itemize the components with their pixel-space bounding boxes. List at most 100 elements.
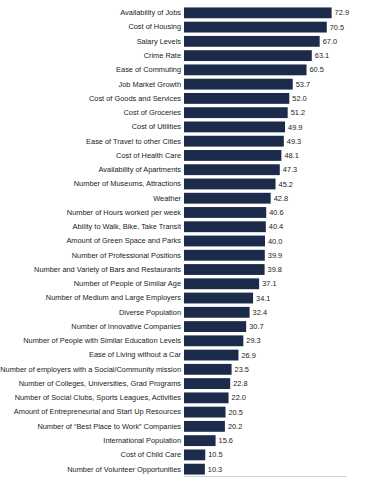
bar: [184, 50, 312, 61]
y-tick: Number of Social Clubs, Sports Leagues, …: [15, 393, 182, 402]
category-label: Number of employers with a Social/Commun…: [0, 365, 181, 374]
data-label: 40.4: [269, 222, 283, 231]
bar: [184, 93, 289, 104]
y-tick: Ease of Living without a Car: [89, 350, 182, 359]
data-label: 29.3: [246, 336, 260, 345]
category-label: Cost of Groceries: [123, 108, 181, 117]
category-label: Salary Levels: [137, 37, 182, 46]
bar: [184, 193, 271, 204]
bar: [184, 278, 259, 289]
data-label: 67.0: [323, 37, 337, 46]
bar: [184, 464, 205, 475]
category-label: International Population: [103, 436, 181, 445]
bars: [184, 7, 332, 474]
data-label: 40.0: [268, 237, 282, 246]
y-tick: Number of People with Similar Education …: [23, 336, 181, 345]
bar: [184, 449, 205, 460]
category-label: Cost of Goods and Services: [89, 94, 181, 103]
bar: [184, 378, 230, 389]
y-tick: Number of “Best Place to Work” Companies: [37, 422, 181, 431]
category-label: Number of “Best Place to Work” Companies: [37, 422, 181, 431]
category-label: Diverse Population: [119, 308, 181, 317]
y-tick: Weather: [153, 194, 181, 203]
y-tick: Ease of Travel to other Cities: [86, 137, 181, 146]
y-tick: Job Market Growth: [119, 80, 181, 89]
category-label: Ease of Living without a Car: [89, 350, 182, 359]
y-tick: Cost of Utilities: [132, 122, 182, 131]
bar: [184, 164, 280, 175]
data-label: 60.5: [310, 65, 324, 74]
bar: [184, 321, 246, 332]
data-label: 42.8: [274, 194, 288, 203]
bar: [184, 307, 250, 318]
category-label: Number of Professional Positions: [72, 251, 182, 260]
bar: [184, 79, 293, 90]
data-label: 15.6: [219, 436, 233, 445]
category-label: Number of Hours worked per week: [67, 208, 181, 217]
data-label: 20.5: [229, 408, 243, 417]
y-tick: Availability of Apartments: [99, 165, 182, 174]
y-tick: Number of Museums, Attractions: [74, 179, 182, 188]
y-tick: Availability of Jobs: [120, 8, 181, 17]
bar: [184, 335, 243, 346]
data-label: 49.9: [288, 123, 302, 132]
category-label: Amount of Green Space and Parks: [66, 236, 181, 245]
data-labels: 72.970.567.063.160.553.752.051.249.949.3…: [208, 8, 349, 473]
bar: [184, 64, 307, 75]
y-tick: Cost of Child Care: [121, 450, 181, 459]
data-label: 63.1: [315, 51, 329, 60]
bar: [184, 7, 332, 18]
y-tick: Amount of Green Space and Parks: [66, 236, 181, 245]
x-axis-line: [185, 476, 347, 477]
data-label: 49.3: [287, 137, 301, 146]
category-label: Ease of Travel to other Cities: [86, 137, 181, 146]
category-label: Availability of Jobs: [120, 8, 181, 17]
bar: [184, 421, 225, 432]
category-label: Job Market Growth: [119, 80, 181, 89]
data-label: 32.4: [253, 308, 267, 317]
y-tick: Cost of Housing: [128, 22, 181, 31]
bar: [184, 36, 320, 47]
y-tick: Ability to Walk, Bike, Take Transit: [73, 222, 181, 231]
bar: [184, 207, 266, 218]
y-tick: International Population: [103, 436, 181, 445]
data-label: 30.7: [249, 322, 263, 331]
y-tick: Number of People of Similar Age: [74, 279, 181, 288]
bar: [184, 236, 265, 247]
category-label: Number of Volunteer Opportunities: [67, 465, 181, 474]
category-label: Number of People with Similar Education …: [23, 336, 181, 345]
category-label: Cost of Housing: [128, 22, 181, 31]
bar: [184, 136, 284, 147]
chart-svg: Availability of Jobs Cost of Housing Salar…: [0, 0, 368, 484]
category-label: Ability to Walk, Bike, Take Transit: [73, 222, 181, 231]
y-axis: Availability of Jobs Cost of Housing Salar…: [0, 8, 181, 473]
category-label: Number and Variety of Bars and Restauran…: [34, 265, 181, 274]
bar: [184, 250, 265, 261]
category-label: Number of People of Similar Age: [74, 279, 181, 288]
y-tick: Cost of Health Care: [116, 151, 181, 160]
data-label: 10.3: [208, 465, 222, 474]
plot: Availability of Jobs Cost of Housing Salar…: [0, 7, 349, 476]
category-label: Number of Medium and Large Employers: [46, 293, 181, 302]
data-label: 47.3: [283, 165, 297, 174]
data-label: 22.8: [233, 379, 247, 388]
bar: [184, 122, 285, 133]
y-tick: Amount of Entrepreneurial and Start Up R…: [14, 407, 182, 416]
bar: [184, 350, 238, 361]
category-label: Number of Colleges, Universities, Grad P…: [19, 379, 182, 388]
category-label: Crime Rate: [144, 51, 181, 60]
category-label: Cost of Health Care: [116, 151, 181, 160]
category-label: Number of Innovative Companies: [71, 322, 181, 331]
bar: [184, 150, 281, 161]
data-label: 10.5: [208, 450, 222, 459]
y-tick: Number of employers with a Social/Commun…: [0, 365, 181, 374]
bar: [184, 435, 216, 446]
bar: [184, 264, 265, 275]
bar: [184, 179, 276, 190]
data-label: 45.2: [279, 180, 293, 189]
bar: [184, 293, 253, 304]
category-label: Amount of Entrepreneurial and Start Up R…: [14, 407, 182, 416]
bar: [184, 22, 327, 33]
category-label: Number of Social Clubs, Sports Leagues, …: [15, 393, 182, 402]
data-label: 37.1: [262, 279, 276, 288]
